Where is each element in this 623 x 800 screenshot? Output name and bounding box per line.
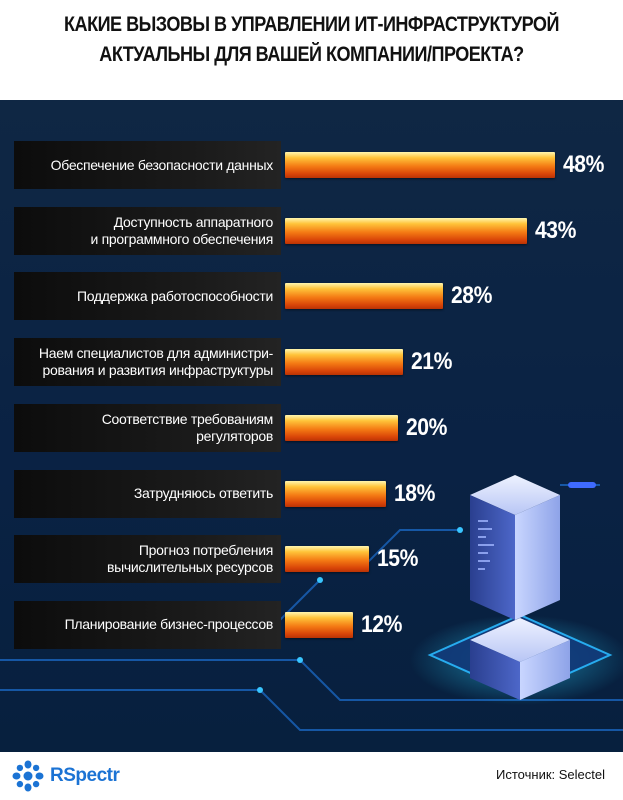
value-label: 20% bbox=[406, 413, 447, 441]
category-label-box: Затрудняюсь ответить bbox=[14, 469, 281, 518]
bar-row: Наем специалистов для администри- ровани… bbox=[0, 338, 623, 387]
value-label: 15% bbox=[377, 545, 418, 573]
bar bbox=[285, 611, 353, 638]
category-label-box: Прогноз потребления вычислительных ресур… bbox=[14, 535, 281, 584]
bar bbox=[285, 217, 527, 244]
category-label-box: Доступность аппаратного и программного о… bbox=[14, 206, 281, 255]
bar-chart: Обеспечение безопасности данных 48% Доступ… bbox=[0, 100, 623, 752]
bar-row: Доступность аппаратного и программного о… bbox=[0, 206, 623, 255]
category-label: Планирование бизнес-процессов bbox=[64, 616, 274, 633]
category-label: Наем специалистов для администри- ровани… bbox=[38, 345, 273, 379]
bar bbox=[285, 480, 386, 507]
bar-row: Затрудняюсь ответить 18% bbox=[0, 469, 623, 518]
bar bbox=[285, 546, 369, 573]
circuit-nodes bbox=[257, 482, 596, 693]
category-label-box: Планирование бизнес-процессов bbox=[14, 600, 281, 649]
server-illustration bbox=[0, 475, 623, 731]
server-tall bbox=[470, 475, 560, 620]
source-note: Источник: Selectel bbox=[496, 767, 605, 782]
category-label: Обеспечение безопасности данных bbox=[50, 156, 274, 173]
bar bbox=[285, 414, 398, 441]
bar bbox=[285, 349, 403, 376]
category-label-box: Соответствие требованиям регуляторов bbox=[14, 403, 281, 452]
value-label: 12% bbox=[361, 610, 402, 638]
category-label-box: Наем специалистов для администри- ровани… bbox=[14, 338, 281, 387]
category-label: Доступность аппаратного и программного о… bbox=[90, 213, 273, 247]
value-label: 21% bbox=[411, 348, 452, 376]
value-label: 28% bbox=[451, 282, 492, 310]
value-label: 43% bbox=[535, 216, 576, 244]
category-label-box: Поддержка работоспособности bbox=[14, 272, 281, 321]
bar-row: Обеспечение безопасности данных 48% bbox=[0, 141, 623, 189]
bar bbox=[285, 152, 555, 178]
chart-panel: Обеспечение безопасности данных 48% Доступ… bbox=[0, 100, 623, 752]
rspectr-logo-icon bbox=[12, 760, 44, 792]
brand-logo[interactable]: RSpectr bbox=[12, 760, 120, 792]
chart-title-line-1: КАКИЕ ВЫЗОВЫ В УПРАВЛЕНИИ ИТ-ИНФРАСТРУКТ… bbox=[64, 13, 559, 36]
bar bbox=[285, 283, 443, 310]
bar-row: Соответствие требованиям регуляторов 20% bbox=[0, 403, 623, 452]
bar-row: Поддержка работоспособности 28% bbox=[0, 272, 623, 321]
bar-row: Планирование бизнес-процессов 12% bbox=[0, 600, 623, 649]
bar-row: Прогноз потребления вычислительных ресур… bbox=[0, 535, 623, 584]
brand-name: RSpectr bbox=[50, 765, 120, 786]
category-label-box: Обеспечение безопасности данных bbox=[14, 141, 281, 189]
category-label: Затрудняюсь ответить bbox=[133, 485, 273, 501]
category-label: Соответствие требованиям регуляторов bbox=[101, 410, 274, 444]
server-lower bbox=[470, 618, 570, 700]
value-label: 48% bbox=[563, 151, 604, 178]
footer: RSpectr Источник: Selectel bbox=[0, 752, 623, 800]
category-label: Прогноз потребления вычислительных ресур… bbox=[106, 542, 273, 576]
category-label: Поддержка работоспособности bbox=[76, 287, 273, 304]
chart-title-line-2: АКТУАЛЬНЫ ДЛЯ ВАШЕЙ КОМПАНИИ/ПРОЕКТА? bbox=[99, 43, 524, 66]
chart-title: КАКИЕ ВЫЗОВЫ В УПРАВЛЕНИИ ИТ-ИНФРАСТРУКТ… bbox=[0, 0, 623, 100]
value-label: 18% bbox=[394, 479, 435, 507]
